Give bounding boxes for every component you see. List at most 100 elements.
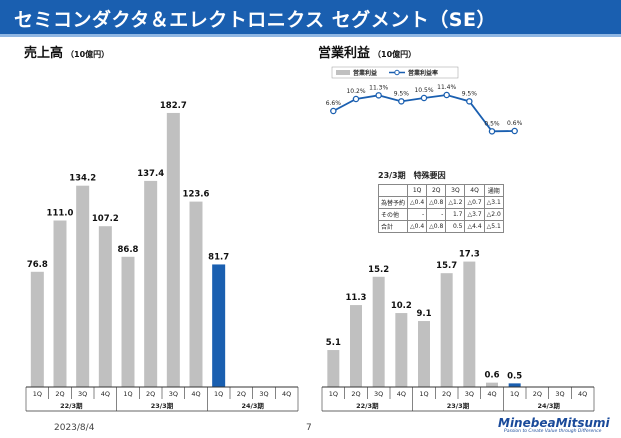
- profit-tick-label: 3Q: [555, 390, 564, 398]
- table-row: 為替予約 △0.4 △0.8 △1.2 △0.7 △3.1: [377, 196, 504, 209]
- profit-bar: [372, 276, 385, 387]
- table-row: 合計 △0.4 △0.8 0.5 △4.4 △5.1: [377, 220, 504, 233]
- profit-value-label: 17.3: [459, 250, 480, 260]
- page-number: 7: [306, 423, 312, 433]
- profit-tick-label: 3Q: [374, 390, 383, 398]
- profit-bar: [440, 273, 453, 387]
- legend-profit-swatch: [336, 70, 350, 75]
- logo-tagline: Passion to Create Value through Differen…: [504, 429, 602, 434]
- table-cell: △0.7: [464, 196, 485, 209]
- sales-value-label: 81.7: [208, 252, 229, 262]
- sales-bar: [53, 220, 67, 387]
- margin-value-label: 9.5%: [394, 90, 410, 97]
- sales-value-label: 111.0: [47, 209, 74, 219]
- profit-tick-label: 4Q: [578, 390, 587, 398]
- table-cell: △3.7: [464, 208, 485, 221]
- profit-tick-label: 4Q: [487, 390, 496, 398]
- margin-point: [511, 127, 518, 135]
- logo-name: MinebeaMitsumi: [498, 416, 610, 430]
- margin-value-label: 9.5%: [462, 90, 478, 97]
- special-factors-table: 1Q 2Q 3Q 4Q 通期 為替予約 △0.4 △0.8 △1.2 △0.7 …: [377, 184, 504, 233]
- sales-value-label: 182.7: [160, 101, 187, 111]
- table-header-cell: 3Q: [445, 184, 466, 197]
- profit-bar: [395, 313, 408, 387]
- margin-point: [420, 94, 428, 102]
- sales-value-label: 86.8: [118, 245, 139, 255]
- sales-group-label: 23/3期: [151, 401, 174, 410]
- table-cell: △4.4: [464, 220, 485, 233]
- margin-value-label: 0.5%: [484, 120, 500, 127]
- margin-point: [488, 128, 496, 135]
- profit-unit: （10億円）: [373, 50, 417, 59]
- profit-value-label: 15.2: [368, 265, 389, 275]
- table-row: その他 - - 1.7 △3.7 △2.0: [377, 208, 504, 221]
- table-header-cell: 4Q: [464, 184, 485, 197]
- sales-tick-label: 2Q: [237, 390, 246, 398]
- special-factors-box: 23/3期 特殊要因 1Q 2Q 3Q 4Q 通期 為替予約 △0.4 △0.8…: [377, 170, 538, 233]
- sales-tick-label: 4Q: [191, 390, 200, 398]
- profit-bar: [508, 383, 521, 387]
- page-title: セミコンダクタ＆エレクトロニクス セグメント（SE）: [14, 9, 496, 31]
- sales-bar: [189, 201, 203, 387]
- margin-point: [443, 91, 450, 99]
- sales-title: 売上高: [24, 46, 64, 61]
- profit-heading: 営業利益 （10億円）: [318, 42, 416, 61]
- table-cell: △5.1: [483, 220, 504, 233]
- margin-point: [352, 95, 360, 103]
- table-row-label: 為替予約: [377, 196, 409, 209]
- sales-tick-label: 3Q: [169, 390, 178, 398]
- table-header-cell: 通期: [483, 184, 504, 197]
- table-header-row: 1Q 2Q 3Q 4Q 通期: [377, 184, 504, 197]
- profit-value-label: 0.6: [484, 371, 499, 381]
- profit-value-label: 11.3: [346, 293, 367, 303]
- profit-bar: [418, 321, 430, 387]
- margin-value-label: 0.6%: [507, 120, 523, 127]
- table-header-cell: 1Q: [407, 184, 428, 197]
- sales-value-label: 76.8: [27, 260, 48, 270]
- margin-value-label: 11.4%: [437, 84, 456, 91]
- profit-tick-label: 1Q: [329, 390, 338, 398]
- table-cell: △0.4: [407, 220, 428, 233]
- sales-value-label: 123.6: [183, 190, 210, 200]
- sales-group-label: 22/3期: [60, 401, 83, 410]
- table-cell: △0.4: [407, 196, 428, 209]
- table-row-label: その他: [377, 208, 409, 221]
- profit-tick-label: 2Q: [533, 390, 542, 398]
- profit-tick-label: 2Q: [351, 390, 360, 398]
- sales-tick-label: 4Q: [101, 390, 110, 398]
- title-divider: [0, 34, 621, 37]
- legend-margin-marker: [394, 69, 400, 76]
- profit-tick-label: 1Q: [510, 390, 519, 398]
- profit-group-label: 24/3期: [537, 401, 560, 410]
- profit-value-label: 0.5: [507, 371, 522, 381]
- profit-group-label: 22/3期: [356, 401, 379, 410]
- profit-value-label: 5.1: [326, 338, 341, 348]
- margin-point: [398, 98, 405, 105]
- table-cell: △2.0: [483, 208, 504, 221]
- sales-tick-label: 3Q: [78, 390, 87, 398]
- sales-bar: [212, 264, 226, 387]
- margin-point: [466, 98, 473, 105]
- footer-date: 2023/8/4: [54, 423, 95, 433]
- table-cell: -: [426, 208, 447, 221]
- table-header-cell: 2Q: [426, 184, 447, 197]
- sales-tick-label: 1Q: [214, 390, 223, 398]
- sales-tick-label: 1Q: [123, 390, 132, 398]
- margin-point: [330, 107, 337, 115]
- table-cell: △0.8: [426, 220, 447, 233]
- profit-tick-label: 4Q: [397, 390, 406, 398]
- table-cell: 0.5: [445, 220, 466, 233]
- sales-bar: [144, 180, 158, 387]
- sales-tick-label: 1Q: [33, 390, 42, 398]
- legend-margin-label: 営業利益率: [408, 69, 438, 77]
- legend-profit-label: 営業利益: [353, 69, 377, 77]
- table-row-label: 合計: [377, 220, 409, 233]
- company-logo: MinebeaMitsumi Passion to Create Value t…: [498, 416, 616, 436]
- sales-group-label: 24/3期: [241, 401, 264, 410]
- margin-value-label: 10.5%: [414, 87, 433, 94]
- margin-point: [375, 92, 382, 99]
- sales-bar: [30, 271, 44, 387]
- sales-bar: [166, 112, 180, 387]
- sales-bar: [121, 256, 135, 387]
